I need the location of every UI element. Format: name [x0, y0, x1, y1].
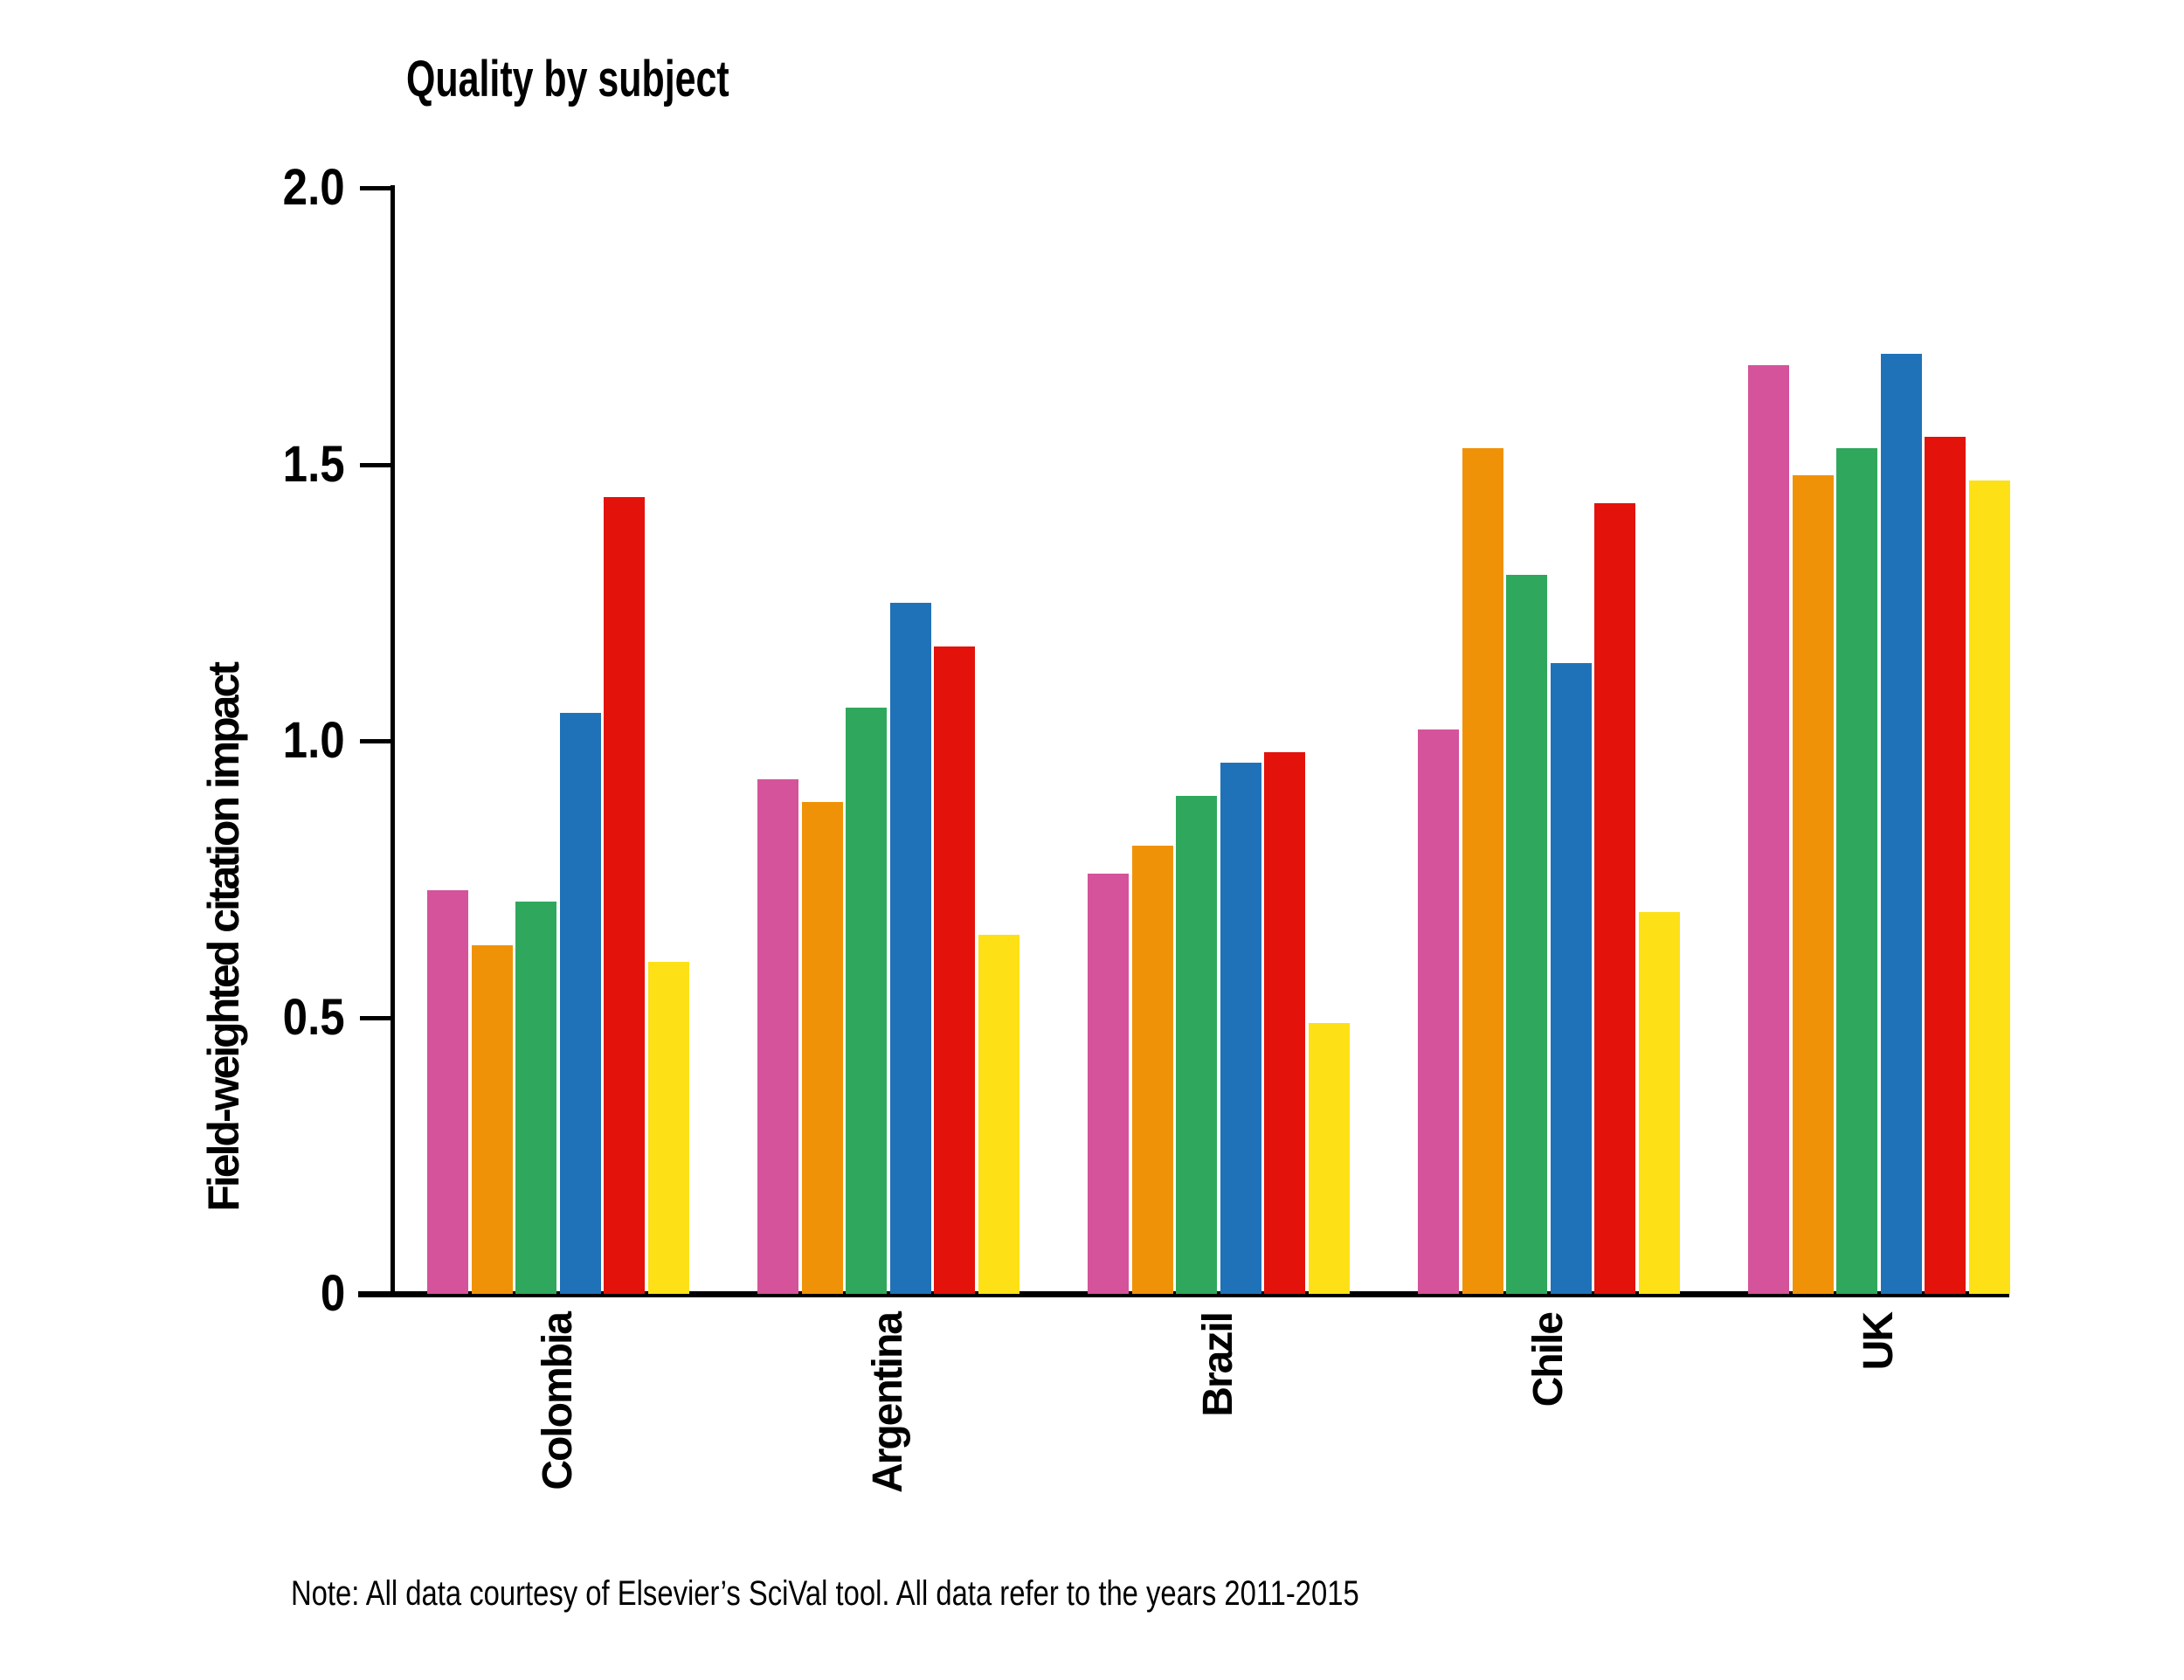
- x-label-uk: UK: [1856, 1313, 1902, 1371]
- y-axis-line: [390, 185, 395, 1291]
- source-note: Note: All data courtesy of Elsevier’s Sc…: [291, 1574, 1359, 1613]
- bar-argentina-orange: [802, 802, 843, 1294]
- bar-uk-green: [1836, 448, 1877, 1294]
- bar-brazil-blue: [1220, 763, 1261, 1294]
- y-tick-1.5: [360, 463, 390, 467]
- bar-brazil-yellow: [1309, 1023, 1350, 1294]
- bar-uk-orange: [1793, 475, 1834, 1294]
- bar-argentina-blue: [890, 603, 931, 1294]
- bar-colombia-pink: [427, 890, 468, 1294]
- bar-uk-blue: [1881, 354, 1922, 1294]
- bar-argentina-pink: [757, 779, 798, 1294]
- y-tick-label-2.0: 2.0: [283, 159, 345, 216]
- bar-colombia-blue: [560, 713, 601, 1294]
- y-tick-label-0.5: 0.5: [283, 989, 345, 1046]
- bar-argentina-yellow: [978, 935, 1019, 1294]
- bar-brazil-orange: [1132, 846, 1173, 1294]
- y-tick-1.0: [360, 739, 390, 743]
- y-tick-2.0: [360, 186, 390, 190]
- bar-chile-pink: [1418, 729, 1459, 1294]
- bar-colombia-orange: [472, 945, 513, 1294]
- x-axis-baseline: [358, 1291, 2009, 1297]
- x-label-argentina: Argentina: [865, 1313, 911, 1494]
- bar-argentina-red: [934, 646, 975, 1294]
- x-label-colombia: Colombia: [535, 1313, 581, 1490]
- bar-chile-blue: [1551, 663, 1592, 1294]
- bar-chile-yellow: [1639, 912, 1680, 1294]
- bar-chile-red: [1594, 503, 1635, 1294]
- y-tick-label-1.0: 1.0: [283, 712, 345, 769]
- bar-colombia-red: [604, 497, 645, 1294]
- bar-chile-green: [1506, 575, 1547, 1294]
- bar-colombia-green: [515, 902, 556, 1294]
- bar-colombia-yellow: [648, 962, 689, 1294]
- bar-brazil-green: [1176, 796, 1217, 1294]
- bar-chile-orange: [1462, 448, 1503, 1294]
- bar-uk-pink: [1748, 365, 1789, 1294]
- bar-brazil-red: [1264, 752, 1305, 1294]
- chart-title: Quality by subject: [406, 51, 729, 107]
- y-tick-label-0: 0: [320, 1265, 345, 1322]
- y-tick-0.5: [360, 1016, 390, 1020]
- x-label-brazil: Brazil: [1195, 1313, 1241, 1417]
- bar-uk-red: [1925, 437, 1966, 1294]
- bar-uk-yellow: [1969, 480, 2010, 1294]
- x-label-chile: Chile: [1525, 1313, 1572, 1407]
- bar-brazil-pink: [1088, 874, 1129, 1294]
- bar-argentina-green: [846, 708, 887, 1294]
- y-tick-label-1.5: 1.5: [283, 436, 345, 493]
- y-axis-title: Field-weighted citation impact: [199, 664, 248, 1212]
